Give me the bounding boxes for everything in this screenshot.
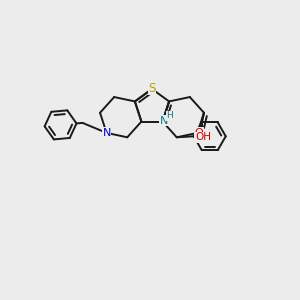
Text: O: O [195,128,203,138]
Text: N: N [102,128,111,138]
Text: H: H [201,136,208,146]
Text: N: N [159,116,168,126]
Text: H: H [166,111,173,120]
Text: N: N [194,130,202,140]
Text: S: S [148,82,156,94]
Text: OH: OH [196,132,212,142]
